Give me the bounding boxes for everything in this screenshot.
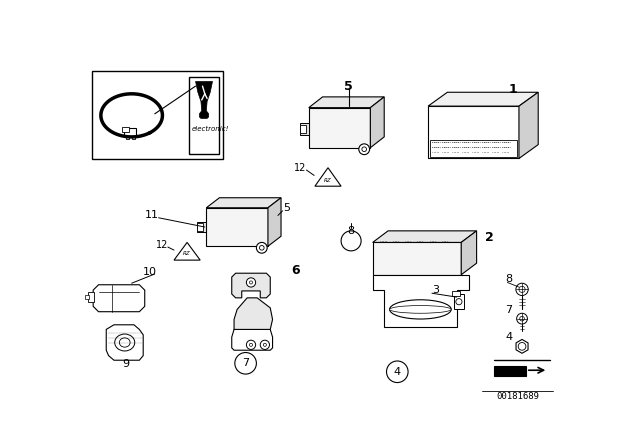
Circle shape [387,361,408,383]
Text: 00181689: 00181689 [496,392,539,401]
Bar [300,125,306,133]
Circle shape [456,299,462,305]
Text: 4: 4 [394,367,401,377]
Text: 12: 12 [294,163,307,173]
Text: RZ: RZ [183,251,191,256]
Bar [452,291,460,296]
Circle shape [250,281,253,284]
Polygon shape [206,198,281,208]
Bar [92,71,223,159]
Circle shape [516,313,527,324]
Polygon shape [428,106,519,159]
Text: 2: 2 [485,231,494,244]
Text: 5: 5 [284,203,291,213]
Polygon shape [93,285,145,312]
Circle shape [516,283,528,296]
Ellipse shape [390,306,451,313]
Bar [88,293,94,302]
Ellipse shape [115,334,135,351]
Polygon shape [371,97,384,148]
Ellipse shape [119,338,130,347]
Polygon shape [372,242,461,275]
Polygon shape [196,82,212,118]
Text: RZ: RZ [324,177,332,182]
Circle shape [257,242,267,253]
Ellipse shape [390,300,451,319]
Circle shape [235,353,257,374]
Text: 1: 1 [508,83,517,96]
Polygon shape [206,208,268,246]
Polygon shape [232,273,270,298]
Bar [122,127,129,132]
Text: 7: 7 [242,358,249,368]
Text: 8: 8 [505,274,512,284]
Text: 6: 6 [291,264,300,277]
Bar [132,136,135,139]
Polygon shape [372,275,469,327]
Circle shape [341,231,361,251]
Text: 4: 4 [505,332,512,342]
Bar [189,77,219,154]
Circle shape [250,343,253,346]
Polygon shape [308,108,371,148]
Circle shape [259,246,264,250]
Polygon shape [234,298,273,343]
Polygon shape [197,222,206,233]
Text: 9: 9 [123,359,130,369]
Circle shape [263,343,266,346]
Bar [197,223,204,231]
Polygon shape [519,92,538,159]
Text: 8: 8 [348,226,355,236]
Polygon shape [300,123,308,134]
Text: 3: 3 [432,285,439,295]
Circle shape [246,278,255,287]
Bar [454,294,464,310]
Bar [126,136,129,139]
Circle shape [518,343,526,350]
Polygon shape [516,340,528,353]
Text: 11: 11 [145,211,159,220]
Polygon shape [372,231,477,242]
Text: 10: 10 [143,267,157,277]
Bar [493,366,526,375]
Circle shape [362,147,367,151]
Bar [124,129,136,136]
Polygon shape [106,325,143,360]
Circle shape [260,340,269,349]
Text: electronic!: electronic! [192,126,229,132]
Circle shape [246,340,255,349]
Polygon shape [461,231,477,275]
Polygon shape [315,168,341,186]
Polygon shape [308,97,384,108]
Text: 12: 12 [156,240,168,250]
Circle shape [359,144,369,155]
Bar [84,295,88,299]
Bar [429,140,517,157]
Polygon shape [232,329,273,350]
Polygon shape [428,92,538,106]
Circle shape [519,286,525,293]
Circle shape [520,316,524,321]
Text: 7: 7 [505,305,512,315]
Polygon shape [268,198,281,246]
Polygon shape [174,242,200,260]
Text: 5: 5 [344,80,353,93]
